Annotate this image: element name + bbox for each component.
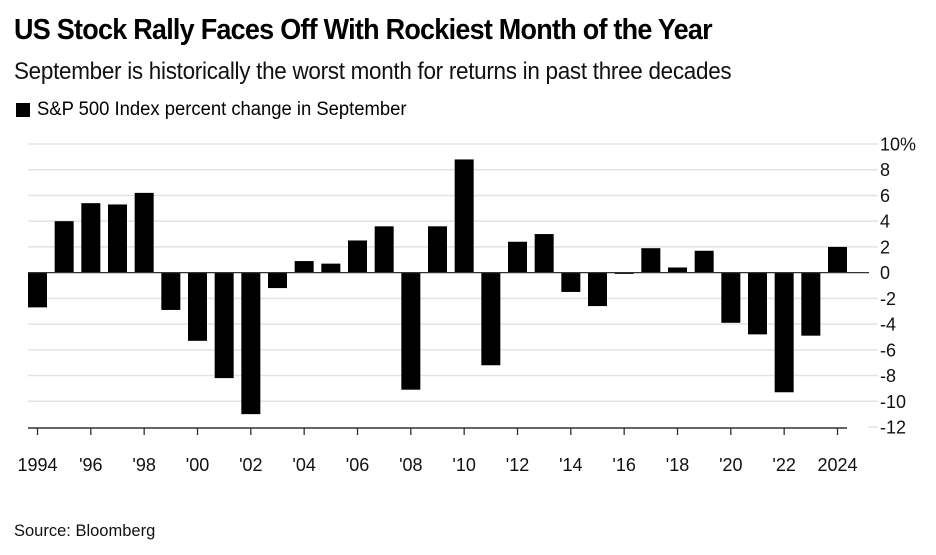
x-tick-label: 1994 bbox=[17, 455, 57, 475]
y-tick-label: 8 bbox=[880, 160, 890, 180]
bar-1994 bbox=[28, 272, 47, 308]
source-note: Source: Bloomberg bbox=[14, 522, 156, 540]
y-tick-label: 10% bbox=[880, 135, 916, 155]
x-tick-label: '10 bbox=[452, 455, 475, 475]
y-tick-label: -8 bbox=[880, 366, 896, 386]
bar-2024 bbox=[828, 246, 847, 273]
bar-1996 bbox=[81, 203, 101, 273]
y-tick-label: -4 bbox=[880, 315, 896, 335]
bar-2021 bbox=[748, 272, 767, 335]
bar-2004 bbox=[294, 261, 314, 273]
x-tick-label: '12 bbox=[506, 455, 529, 475]
x-tick-label: '20 bbox=[719, 455, 742, 475]
x-tick-label: '02 bbox=[239, 455, 262, 475]
bar-2014 bbox=[561, 272, 581, 292]
bar-2005 bbox=[321, 263, 341, 273]
x-tick-label: '06 bbox=[346, 455, 369, 475]
bar-2000 bbox=[188, 272, 207, 341]
legend-label: S&P 500 Index percent change in Septembe… bbox=[37, 99, 407, 120]
y-tick-label: -6 bbox=[880, 340, 896, 360]
x-tick-label: '16 bbox=[612, 455, 635, 475]
bar-2006 bbox=[348, 240, 367, 273]
bar-1999 bbox=[161, 272, 181, 310]
chart-subtitle: September is historically the worst mont… bbox=[14, 58, 732, 85]
y-tick-label: -10 bbox=[880, 392, 906, 412]
x-tick-label: '04 bbox=[292, 455, 315, 475]
bars bbox=[28, 159, 847, 415]
y-tick-label: 0 bbox=[880, 263, 890, 283]
x-tick-label: '00 bbox=[186, 455, 209, 475]
y-tick-label: -2 bbox=[880, 289, 896, 309]
bar-2009 bbox=[428, 226, 447, 273]
bar-2010 bbox=[454, 159, 474, 273]
bar-2018 bbox=[668, 267, 687, 273]
x-tick-label: '98 bbox=[132, 455, 155, 475]
y-tick-label: 4 bbox=[880, 212, 890, 232]
bar-2003 bbox=[268, 272, 287, 289]
axes bbox=[28, 271, 869, 435]
bar-2002 bbox=[241, 272, 261, 415]
bar-2013 bbox=[534, 234, 554, 273]
bar-2022 bbox=[774, 272, 794, 393]
bar-2008 bbox=[401, 272, 421, 390]
y-tick-label: 2 bbox=[880, 237, 890, 257]
bar-2012 bbox=[508, 241, 527, 273]
x-axis-labels: 1994 '96 '98 '00 '02 '04 '06 '08 '10 '12 '14 '16 '18… bbox=[17, 455, 857, 475]
x-tick-label: '14 bbox=[559, 455, 582, 475]
y-axis-labels: 10% 8 6 4 2 0 -2 -4 -6 -8 -10 -12 bbox=[880, 135, 916, 438]
legend: S&P 500 Index percent change in Septembe… bbox=[16, 99, 418, 121]
bar-2023 bbox=[801, 272, 821, 336]
y-tick-label: -12 bbox=[880, 418, 906, 438]
bar-2015 bbox=[588, 272, 607, 307]
x-tick-label: '22 bbox=[772, 455, 795, 475]
bar-2007 bbox=[374, 226, 394, 273]
x-tick-label: '08 bbox=[399, 455, 422, 475]
x-tick-label: '96 bbox=[79, 455, 102, 475]
x-tick-label: 2024 bbox=[817, 455, 857, 475]
y-tick-label: 6 bbox=[880, 186, 890, 206]
bar-2011 bbox=[481, 272, 501, 366]
legend-swatch bbox=[16, 103, 30, 117]
chart-title: US Stock Rally Faces Off With Rockiest M… bbox=[14, 14, 713, 46]
bar-1995 bbox=[54, 221, 74, 273]
bar-1998 bbox=[134, 192, 154, 273]
gridlines bbox=[28, 143, 878, 428]
bar-2017 bbox=[641, 248, 661, 273]
bar-2020 bbox=[721, 272, 741, 323]
x-tick-label: '18 bbox=[666, 455, 689, 475]
bar-2019 bbox=[694, 250, 714, 273]
bar-1997 bbox=[108, 204, 127, 273]
bar-2001 bbox=[214, 272, 234, 379]
